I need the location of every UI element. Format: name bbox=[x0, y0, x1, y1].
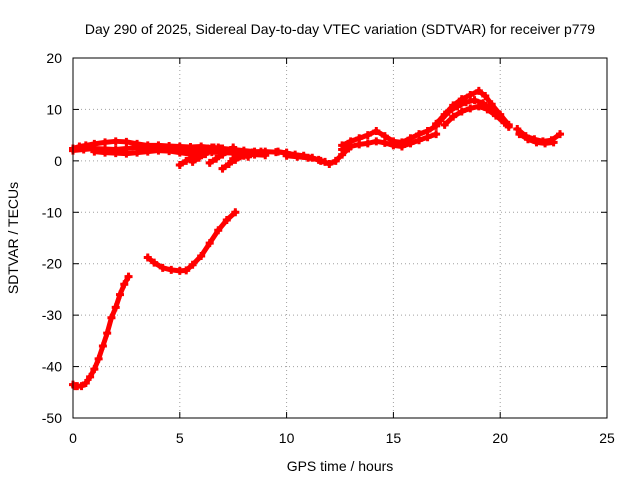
x-tick-label: 10 bbox=[279, 430, 295, 446]
series-high-arc-B bbox=[143, 208, 240, 275]
y-tick-label: -20 bbox=[42, 256, 62, 272]
data-points bbox=[69, 86, 565, 391]
series-dip-segment-2 bbox=[282, 151, 330, 166]
data-point bbox=[556, 130, 565, 139]
x-tick-label: 20 bbox=[492, 430, 508, 446]
x-tick-label: 0 bbox=[69, 430, 77, 446]
data-point bbox=[256, 147, 265, 156]
data-point bbox=[500, 118, 509, 127]
y-tick-label: 10 bbox=[46, 101, 62, 117]
y-tick-labels: -50 -40 -30 -20 -10 0 10 20 bbox=[42, 50, 62, 426]
y-tick-label: 20 bbox=[46, 50, 62, 66]
y-tick-label: 0 bbox=[54, 153, 62, 169]
series-mid-hump-lower bbox=[338, 130, 441, 154]
data-point bbox=[504, 122, 513, 131]
data-point bbox=[124, 272, 133, 281]
y-axis-label: SDTVAR / TECUs bbox=[5, 182, 21, 294]
data-point bbox=[432, 130, 441, 139]
data-point bbox=[231, 208, 240, 217]
plot-frame bbox=[72, 57, 608, 419]
y-tick-label: -10 bbox=[42, 204, 62, 220]
series-band-lower bbox=[90, 146, 195, 159]
data-point bbox=[549, 138, 558, 147]
x-tick-label: 25 bbox=[599, 430, 615, 446]
grid-lines bbox=[73, 58, 607, 418]
series-diag-6 bbox=[209, 143, 253, 161]
data-point bbox=[321, 157, 330, 166]
x-tick-label: 5 bbox=[176, 430, 184, 446]
x-tick-labels: 0 5 10 15 20 25 bbox=[69, 430, 615, 446]
x-tick-label: 15 bbox=[386, 430, 402, 446]
x-axis-label: GPS time / hours bbox=[287, 458, 394, 474]
data-point bbox=[244, 152, 253, 161]
axis-ticks bbox=[72, 57, 608, 419]
series-high-arc-A bbox=[69, 272, 133, 391]
y-tick-label: -50 bbox=[42, 410, 62, 426]
series-tail-segment-2 bbox=[515, 130, 558, 148]
y-tick-label: -40 bbox=[42, 359, 62, 375]
chart-title: Day 290 of 2025, Sidereal Day-to-day VTE… bbox=[85, 21, 595, 37]
data-point bbox=[261, 151, 270, 160]
y-tick-label: -30 bbox=[42, 307, 62, 323]
series-late-hump-lower bbox=[440, 102, 509, 129]
